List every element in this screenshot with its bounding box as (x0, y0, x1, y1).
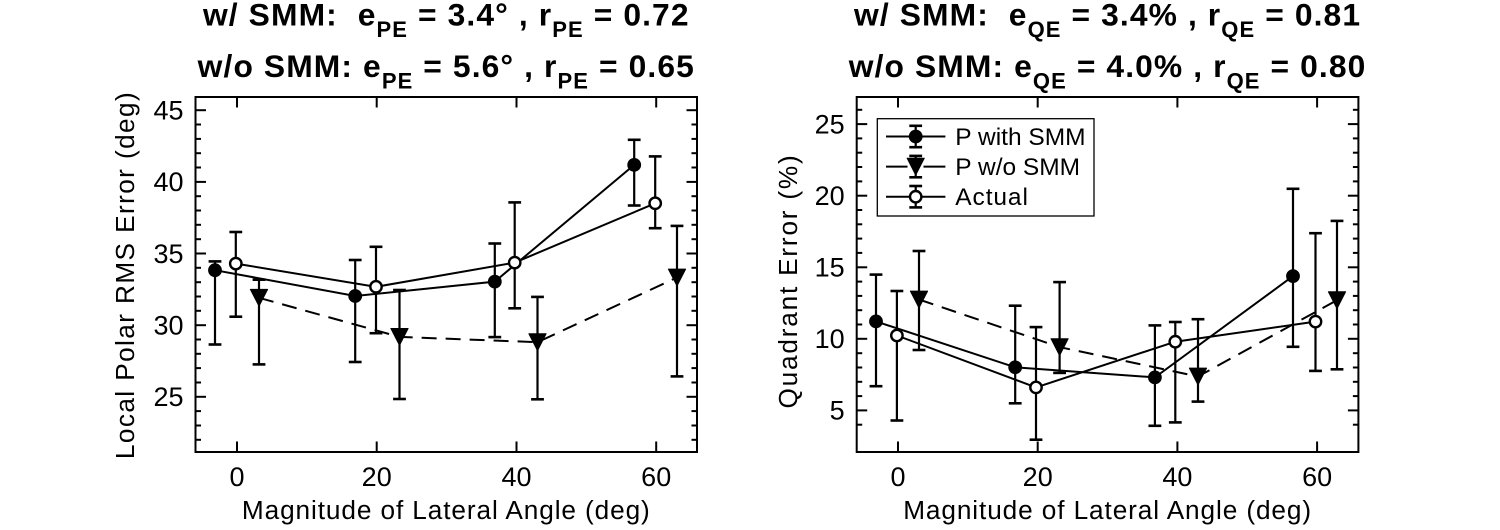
svg-text:Actual: Actual (955, 184, 1029, 211)
svg-text:25: 25 (153, 382, 183, 412)
svg-text:20: 20 (1023, 462, 1053, 492)
svg-text:P with SMM: P with SMM (955, 124, 1085, 151)
svg-text:0: 0 (229, 462, 244, 492)
svg-text:40: 40 (153, 167, 183, 197)
svg-text:30: 30 (153, 311, 183, 341)
svg-text:45: 45 (153, 96, 183, 126)
svg-text:40: 40 (501, 462, 531, 492)
svg-text:0: 0 (890, 462, 905, 492)
svg-text:Quadrant Error (%): Quadrant Error (%) (773, 153, 803, 408)
svg-text:P w/o SMM: P w/o SMM (955, 154, 1080, 181)
svg-text:Local Polar RMS Error (deg): Local Polar RMS Error (deg) (110, 91, 140, 459)
svg-text:35: 35 (153, 239, 183, 269)
svg-text:5: 5 (830, 396, 845, 426)
svg-text:Magnitude of Lateral Angle (de: Magnitude of Lateral Angle (deg) (903, 495, 1312, 525)
svg-text:40: 40 (1162, 462, 1192, 492)
svg-text:60: 60 (1302, 462, 1332, 492)
svg-text:10: 10 (815, 324, 845, 354)
svg-text:60: 60 (641, 462, 671, 492)
svg-text:20: 20 (815, 181, 845, 211)
svg-text:Magnitude of Lateral Angle (de: Magnitude of Lateral Angle (deg) (242, 495, 651, 525)
svg-text:25: 25 (815, 109, 845, 139)
svg-text:20: 20 (362, 462, 392, 492)
svg-text:15: 15 (815, 253, 845, 283)
